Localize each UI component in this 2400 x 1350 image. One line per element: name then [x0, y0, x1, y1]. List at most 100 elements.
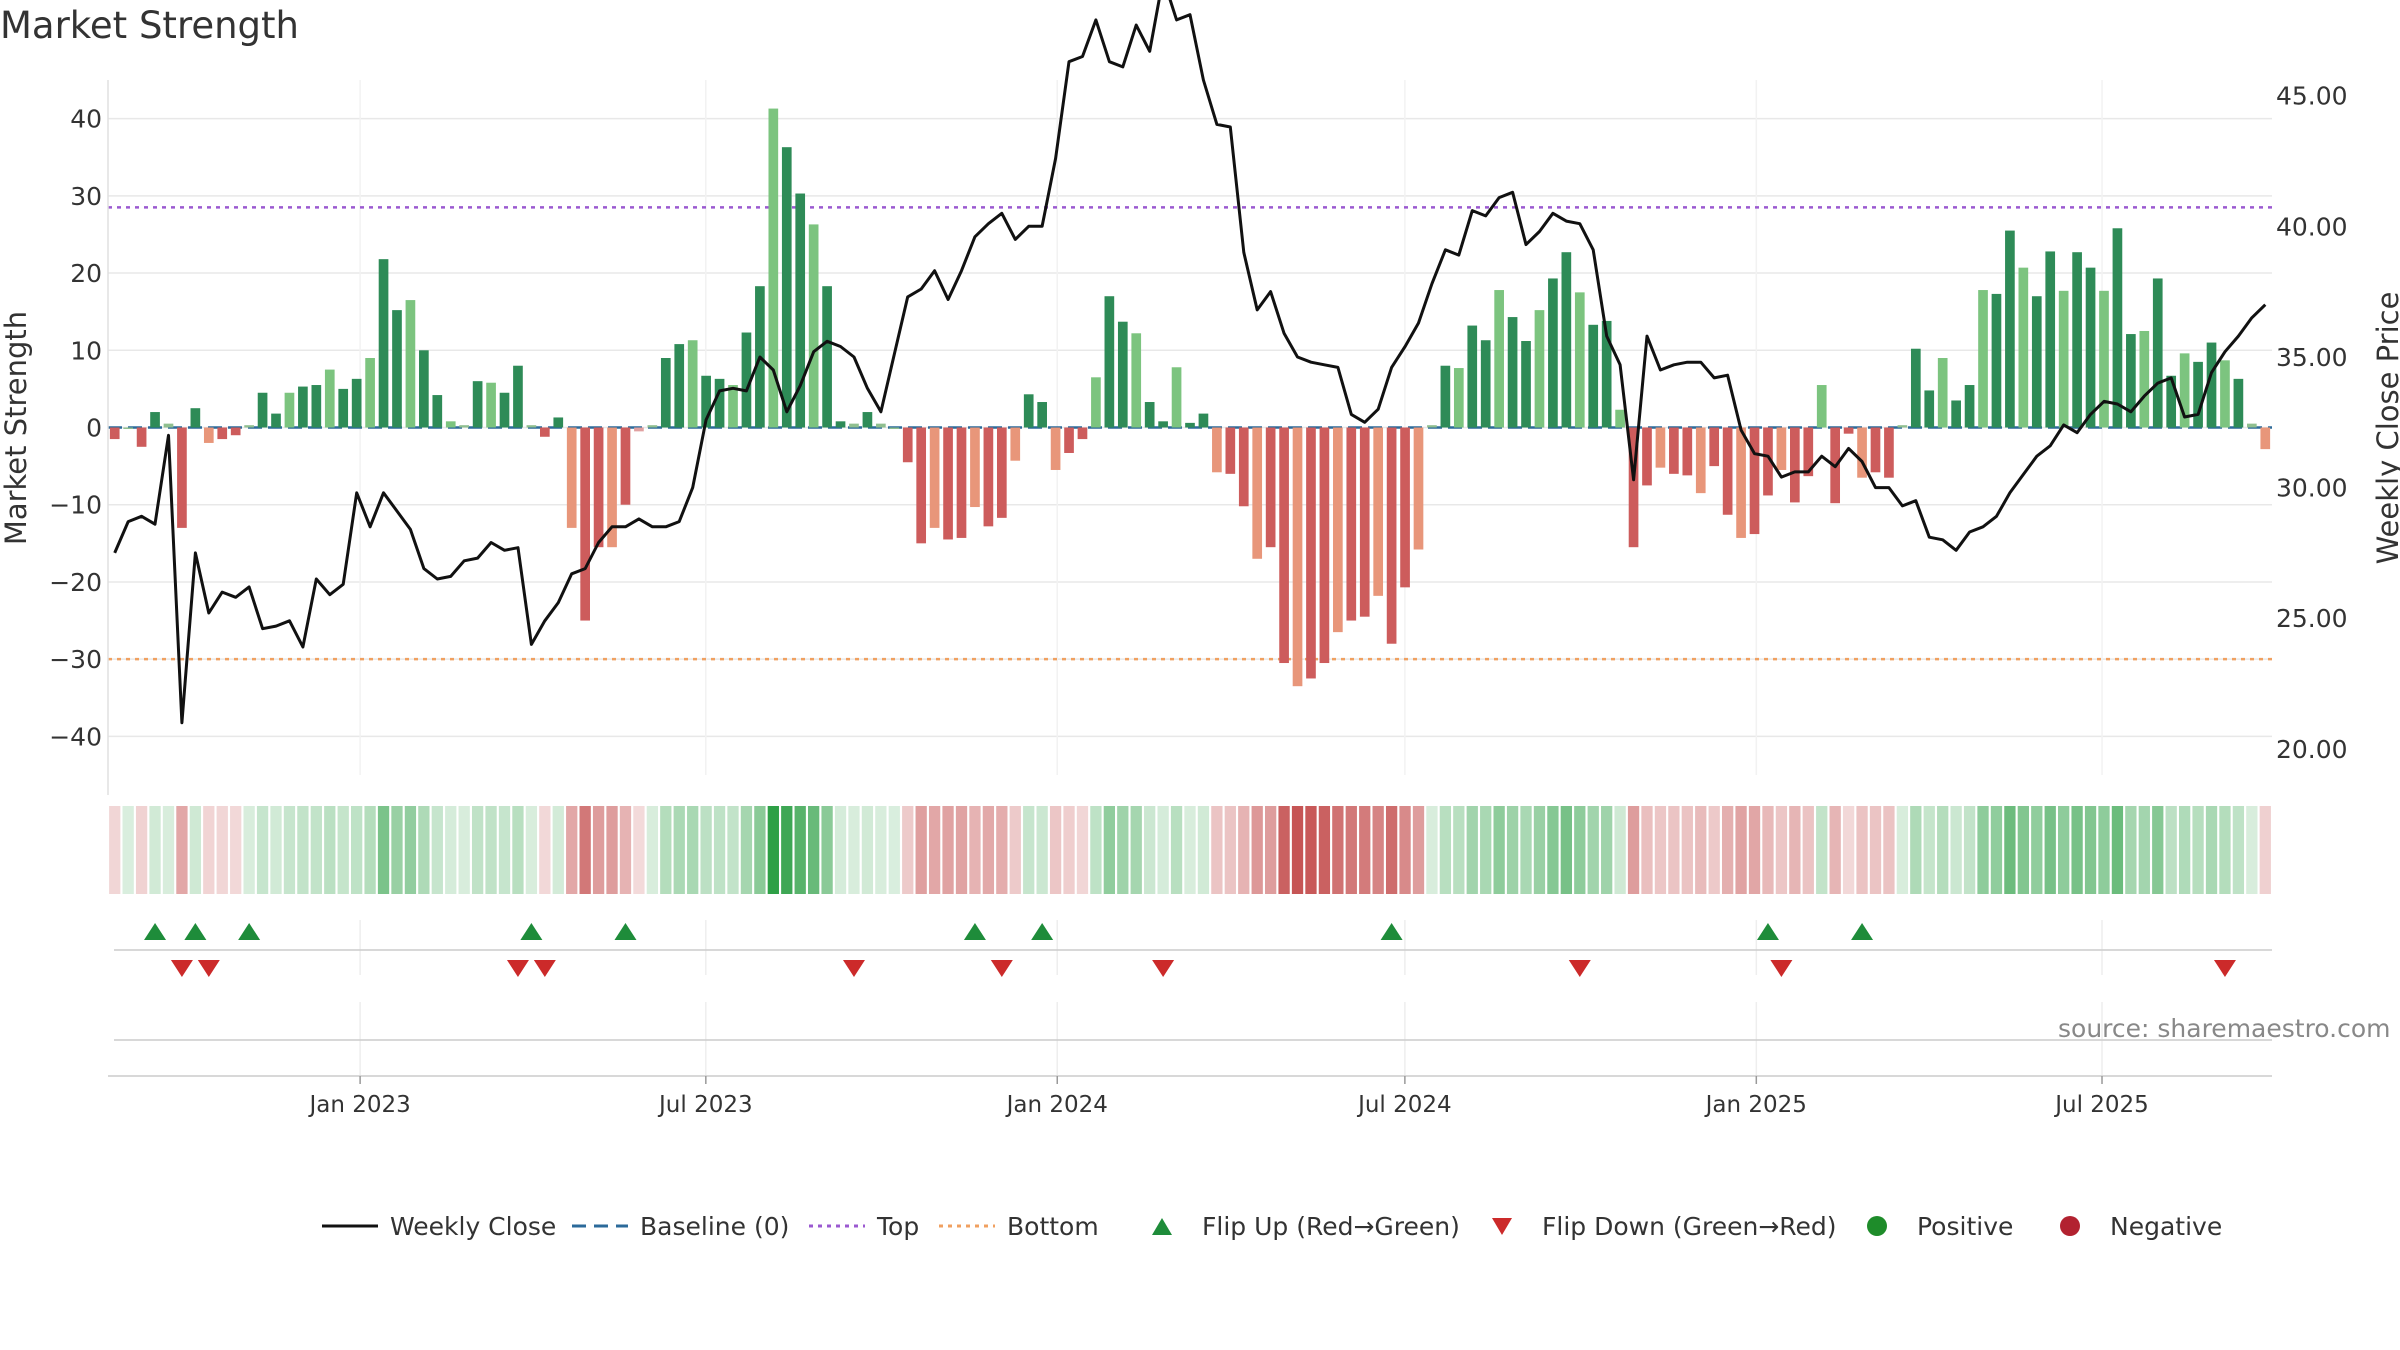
strength-bar: [1158, 421, 1168, 428]
strength-bar: [620, 427, 631, 505]
heat-cell: [1560, 806, 1572, 894]
heat-cell: [1345, 806, 1357, 894]
strength-bar: [1064, 427, 1074, 453]
strength-bar: [1642, 427, 1652, 486]
strength-bar: [1615, 409, 1625, 428]
strength-bar: [687, 340, 698, 428]
strength-bar: [1507, 317, 1518, 428]
right-tick-label: 30.00: [2276, 474, 2348, 503]
strength-bar: [2260, 427, 2271, 450]
strength-bar: [2031, 296, 2042, 428]
strength-bar: [163, 423, 174, 428]
strength-bar: [1212, 427, 1222, 473]
heat-cell: [1291, 806, 1304, 894]
strength-bar: [553, 417, 564, 428]
strength-bar: [1091, 377, 1101, 428]
strength-bar: [1695, 427, 1706, 494]
heat-cell: [2178, 806, 2191, 894]
heat-cell: [1480, 806, 1492, 894]
strength-bar: [781, 147, 792, 428]
heat-cell: [270, 806, 282, 894]
heat-cell: [781, 806, 793, 894]
strength-bar: [1077, 427, 1088, 440]
heat-cell: [660, 806, 672, 894]
heat-cell: [1305, 806, 1317, 894]
heat-cell: [942, 806, 954, 894]
heat-cell: [579, 806, 591, 894]
heat-cell: [203, 806, 215, 894]
heat-cell: [606, 806, 618, 894]
strength-bar: [768, 108, 779, 428]
heat-cell: [149, 806, 161, 894]
heat-cell: [1668, 806, 1680, 894]
heat-cell: [1359, 806, 1371, 894]
strength-bar: [795, 193, 806, 428]
left-tick-label: −20: [49, 568, 102, 597]
heat-cell: [1278, 806, 1290, 894]
heat-cell: [283, 806, 296, 894]
strength-bar: [365, 358, 375, 428]
heat-cell: [928, 806, 941, 894]
heat-cell: [176, 806, 188, 894]
heat-cell: [1184, 806, 1196, 894]
heat-cell: [1399, 806, 1411, 894]
heat-cell: [1493, 806, 1505, 894]
heat-cell: [2219, 806, 2231, 894]
legend-item: Baseline (0): [568, 1196, 789, 1256]
heat-cell: [767, 806, 779, 894]
right-tick-label: 20.00: [2276, 735, 2348, 764]
flip-down-marker: [197, 960, 220, 977]
heat-cell: [2017, 806, 2029, 894]
heat-cell: [1466, 806, 1478, 894]
strength-bar: [2112, 228, 2123, 428]
strength-bar: [607, 427, 617, 548]
heat-cell: [915, 806, 927, 894]
strength-bar: [1359, 427, 1370, 617]
chart-title: Market Strength: [0, 4, 299, 47]
strength-bar: [1991, 293, 2002, 428]
strength-bar: [2139, 330, 2150, 428]
flip-down-marker: [1568, 960, 1591, 977]
heat-cell: [834, 806, 847, 894]
legend-item: Weekly Close: [318, 1196, 556, 1256]
flip-down-marker: [1770, 960, 1793, 977]
legend-symbol-icon: [939, 1224, 995, 1228]
x-tick-label: Jul 2024: [1356, 1092, 1452, 1118]
legend-item: Top: [805, 1196, 919, 1256]
strength-bar: [271, 413, 281, 428]
heat-cell: [2192, 806, 2204, 894]
strength-bar: [1453, 368, 1464, 428]
heat-cell: [1708, 806, 1720, 894]
heat-cell: [512, 806, 524, 894]
heat-cell: [969, 806, 981, 894]
heat-cell: [1775, 806, 1788, 894]
strength-bar: [1709, 427, 1720, 467]
strength-bar: [1050, 427, 1061, 470]
flip-down-marker: [1152, 960, 1175, 977]
strength-bar: [378, 259, 389, 428]
strength-bar: [244, 425, 254, 428]
legend-item: Flip Down (Green→Red): [1470, 1196, 1837, 1256]
strength-bar: [1884, 427, 1894, 478]
left-tick-label: −10: [49, 491, 102, 520]
right-tick-label: 35.00: [2276, 343, 2348, 372]
legend-item: Positive: [1845, 1196, 2013, 1256]
heat-cell: [498, 806, 511, 894]
strength-bar: [177, 427, 187, 528]
heat-cell: [1009, 806, 1021, 894]
heat-cell: [1533, 806, 1546, 894]
heat-cell: [1265, 806, 1277, 894]
strength-bar: [1601, 320, 1612, 428]
heat-cell: [1614, 806, 1626, 894]
strength-bar: [943, 427, 953, 540]
strength-bar: [1467, 325, 1478, 428]
strength-bar: [1897, 425, 1908, 428]
strength-bar: [338, 388, 349, 428]
heat-cell: [1681, 806, 1693, 894]
heat-cell: [1076, 806, 1089, 894]
heat-cell: [888, 806, 900, 894]
heat-cell: [700, 806, 712, 894]
heat-cell: [458, 806, 470, 894]
strength-bar: [499, 392, 510, 428]
heat-cell: [2071, 806, 2083, 894]
